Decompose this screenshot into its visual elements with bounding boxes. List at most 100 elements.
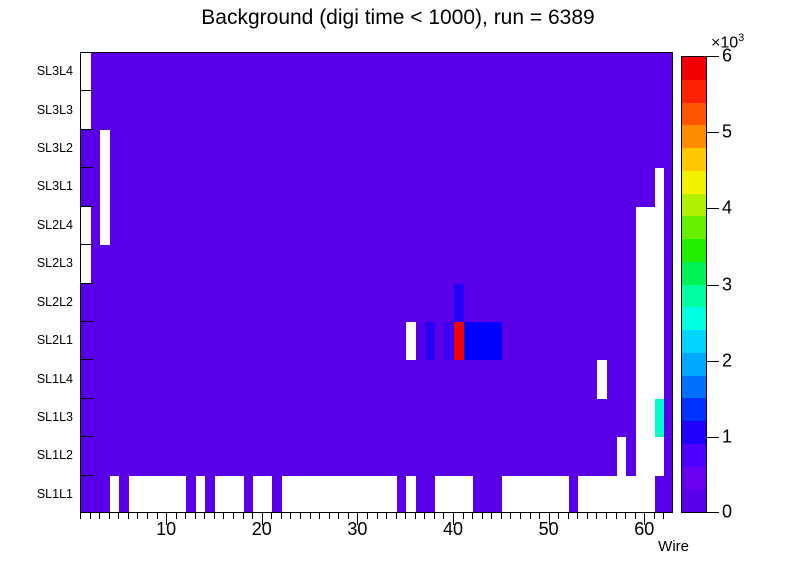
x-axis-tick — [548, 513, 550, 525]
color-scale-swatch — [682, 169, 706, 194]
x-axis-tick — [519, 513, 521, 519]
y-axis-labels: SL3L4 SL3L3 SL3L2 SL3L1 SL2L4 SL2L3 SL2L2 SL2L1… — [0, 52, 73, 513]
color-scale-swatch — [682, 78, 706, 103]
x-axis-tick — [252, 513, 254, 519]
color-scale-swatch — [682, 237, 706, 262]
heatmap-cells — [81, 53, 672, 512]
x-axis-tick — [443, 513, 445, 519]
x-axis-tick-label-10: 10 — [156, 519, 177, 539]
x-axis-tick — [299, 513, 301, 519]
x-axis-tick — [596, 513, 598, 519]
x-axis-tick — [453, 513, 455, 525]
x-axis-tick — [347, 513, 349, 519]
x-axis-tick — [577, 513, 579, 519]
y-axis-tick — [80, 244, 93, 246]
x-axis-tick — [185, 513, 187, 519]
x-axis-tick — [137, 513, 139, 519]
x-axis-tick — [424, 513, 426, 519]
y-axis-label-sl2l4: SL2L4 — [36, 217, 73, 232]
x-axis-tick — [615, 513, 617, 519]
heatmap-cell-filled — [396, 475, 407, 512]
x-axis-tick — [233, 513, 235, 519]
y-axis-label-sl3l4: SL3L4 — [36, 64, 73, 79]
x-axis-tick — [108, 513, 110, 519]
heatmap-cell-empty — [100, 129, 110, 246]
heatmap-cell-filled — [205, 475, 215, 512]
heatmap-cell-filled — [473, 475, 502, 512]
color-scale-label-5: 5 — [722, 121, 733, 142]
x-axis-tick — [644, 513, 646, 525]
heatmap-cell-filled — [243, 475, 254, 512]
y-axis-tick — [80, 474, 93, 476]
color-scale-label-4: 4 — [722, 197, 733, 218]
color-scale-swatch — [682, 306, 706, 330]
x-axis-tick — [405, 513, 407, 519]
heatmap-cell-filled — [568, 475, 579, 512]
heatmap-cell-empty — [81, 53, 91, 92]
x-axis-tick — [462, 513, 464, 519]
y-axis-tick — [80, 282, 93, 284]
color-scale-tick — [707, 208, 719, 210]
color-scale-swatch — [682, 488, 706, 512]
x-axis-tick — [366, 513, 368, 519]
x-axis-tick — [634, 513, 636, 519]
x-axis-tick — [481, 513, 483, 519]
x-axis-tick — [166, 513, 168, 525]
x-axis-tick-label-30: 30 — [347, 519, 368, 539]
heatmap-cell-empty — [654, 168, 665, 476]
color-scale-swatch — [682, 260, 706, 285]
color-scale-label-2: 2 — [722, 350, 733, 371]
x-axis-tick — [271, 513, 273, 519]
y-axis-label-sl1l1: SL1L1 — [36, 486, 73, 501]
color-scale-swatch — [682, 124, 706, 148]
heatmap-baseline-region — [81, 53, 672, 476]
color-scale-label-0: 0 — [722, 501, 733, 522]
x-axis-tick — [395, 513, 397, 519]
color-scale-bar[interactable] — [681, 56, 707, 513]
color-scale-label-6: 6 — [722, 45, 733, 66]
x-axis-tick — [194, 513, 196, 519]
x-axis-tick — [223, 513, 225, 519]
x-axis-tick — [146, 513, 148, 519]
heatmap-cell-empty — [616, 437, 627, 476]
x-axis-tick — [510, 513, 512, 519]
color-scale-exponent-power: 3 — [738, 32, 745, 44]
x-axis-tick — [328, 513, 330, 519]
heatmap-cell-empty — [81, 245, 91, 284]
heatmap-cell-filled — [186, 475, 196, 512]
y-axis-label-sl3l1: SL3L1 — [36, 179, 73, 194]
x-axis-tick — [500, 513, 502, 519]
y-axis-label-sl1l3: SL1L3 — [36, 409, 73, 424]
x-axis-tick — [127, 513, 129, 519]
heatmap-cell-hot — [425, 321, 435, 361]
heatmap-cell-empty — [81, 206, 91, 246]
heatmap-cell-filled — [272, 475, 282, 512]
x-axis-tick — [261, 513, 263, 525]
color-scale-tick — [707, 360, 719, 362]
color-scale-swatch — [682, 215, 706, 239]
x-axis-tick — [586, 513, 588, 519]
color-scale-exponent: ×103 — [711, 32, 744, 52]
y-axis-tick — [80, 167, 93, 169]
y-axis-tick — [80, 320, 93, 322]
x-axis-tick — [80, 513, 81, 519]
y-axis-label-sl1l2: SL1L2 — [36, 448, 73, 463]
heatmap-cell-hot — [454, 283, 464, 322]
y-axis-tick — [80, 205, 93, 207]
heatmap-plot-area[interactable] — [80, 52, 673, 513]
x-axis-tick — [175, 513, 177, 519]
y-axis-tick — [80, 128, 93, 130]
heatmap-cell-empty — [597, 360, 608, 399]
y-axis-tick — [80, 359, 93, 361]
color-scale-swatch — [682, 283, 706, 308]
color-scale-swatch — [682, 328, 706, 353]
color-scale-swatch — [682, 374, 706, 399]
heatmap-cell-hot — [454, 321, 464, 361]
y-axis-label-sl1l4: SL1L4 — [36, 371, 73, 386]
y-axis-tick — [80, 90, 93, 92]
x-axis-tick — [539, 513, 541, 519]
x-axis-tick-label-40: 40 — [443, 519, 464, 539]
x-axis-tick — [290, 513, 292, 519]
x-axis-tick — [118, 513, 120, 519]
